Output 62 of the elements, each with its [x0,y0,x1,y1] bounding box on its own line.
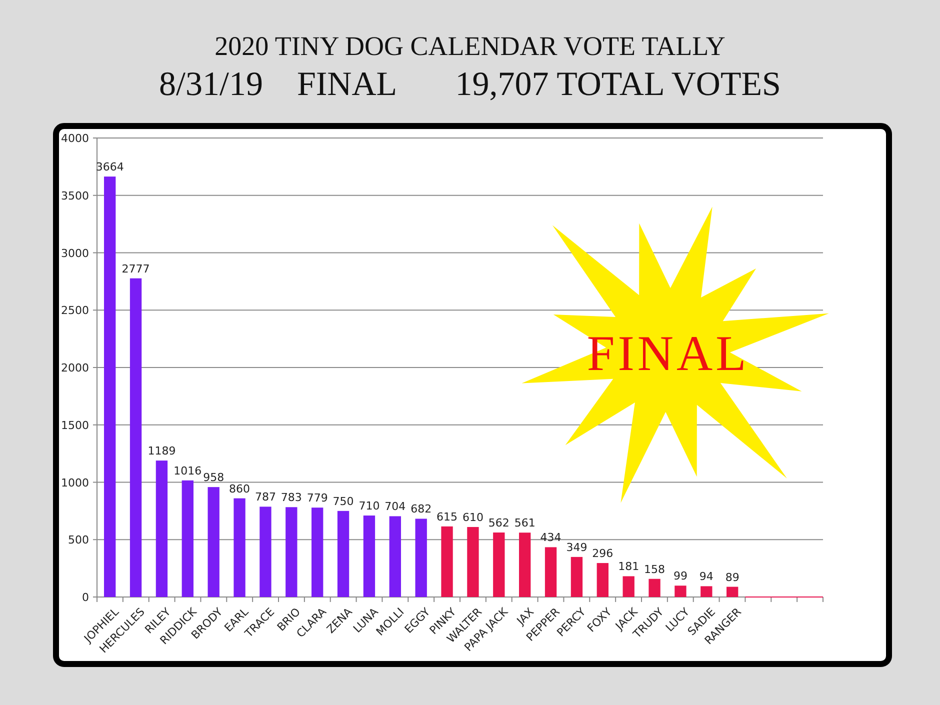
y-tick-label: 3000 [61,246,89,260]
bar [700,586,712,597]
y-tick-label: 4000 [61,132,89,145]
data-label: 1016 [174,464,202,478]
data-label: 561 [514,516,536,530]
data-label: 3664 [96,160,124,174]
data-label: 783 [280,491,302,504]
bar [441,526,453,597]
bar [312,508,324,597]
bar [389,516,401,597]
bar [544,547,557,597]
y-tick-label: 1500 [61,418,89,432]
data-label: 958 [203,471,224,484]
data-label: 1189 [148,444,176,458]
bar [286,507,298,597]
bar [260,506,272,597]
data-label: 779 [306,492,328,505]
bar [337,510,350,597]
data-label: 682 [410,502,432,516]
bar [674,586,686,597]
y-tick-label: 2000 [61,362,89,374]
bar [130,278,142,597]
data-label: 615 [436,510,458,524]
data-label: 296 [592,547,614,560]
bar [467,527,479,597]
data-label: 89 [725,570,740,584]
data-label: 704 [384,500,406,514]
bar [726,586,738,597]
bar [234,498,246,597]
chart-subtitle: 8/31/19 FINAL 19,707 TOTAL VOTES [159,66,781,103]
bar [493,532,505,597]
bar [622,576,634,597]
data-label: 710 [358,500,380,513]
bar [208,487,220,597]
bar [104,176,116,597]
annotation: FINAL [586,325,750,381]
data-label: 750 [332,494,354,508]
data-label: 94 [699,570,714,584]
bar [363,516,376,597]
data-label: 2777 [122,262,150,276]
chart-title: 2020 TINY DOG CALENDAR VOTE TALLY [214,31,726,61]
data-label: 158 [644,562,666,576]
data-label: 860 [229,482,250,496]
y-tick-label: 1000 [61,476,89,490]
data-label: 181 [618,560,640,574]
data-label: 99 [673,570,688,583]
data-label: 562 [488,516,510,530]
bar [570,556,583,597]
bar [596,563,608,597]
data-label: 610 [462,511,484,524]
data-label: 434 [540,531,562,544]
bar [182,480,194,597]
y-tick-label: 0 [82,591,89,604]
y-tick-label: 2500 [61,304,89,318]
bar [415,518,427,597]
y-tick-label: 3500 [61,189,89,202]
bar [648,578,660,597]
y-tick-label: 500 [68,534,89,547]
bar [519,532,531,597]
bar [156,460,168,597]
data-label: 349 [566,540,588,554]
data-label: 787 [254,490,276,504]
